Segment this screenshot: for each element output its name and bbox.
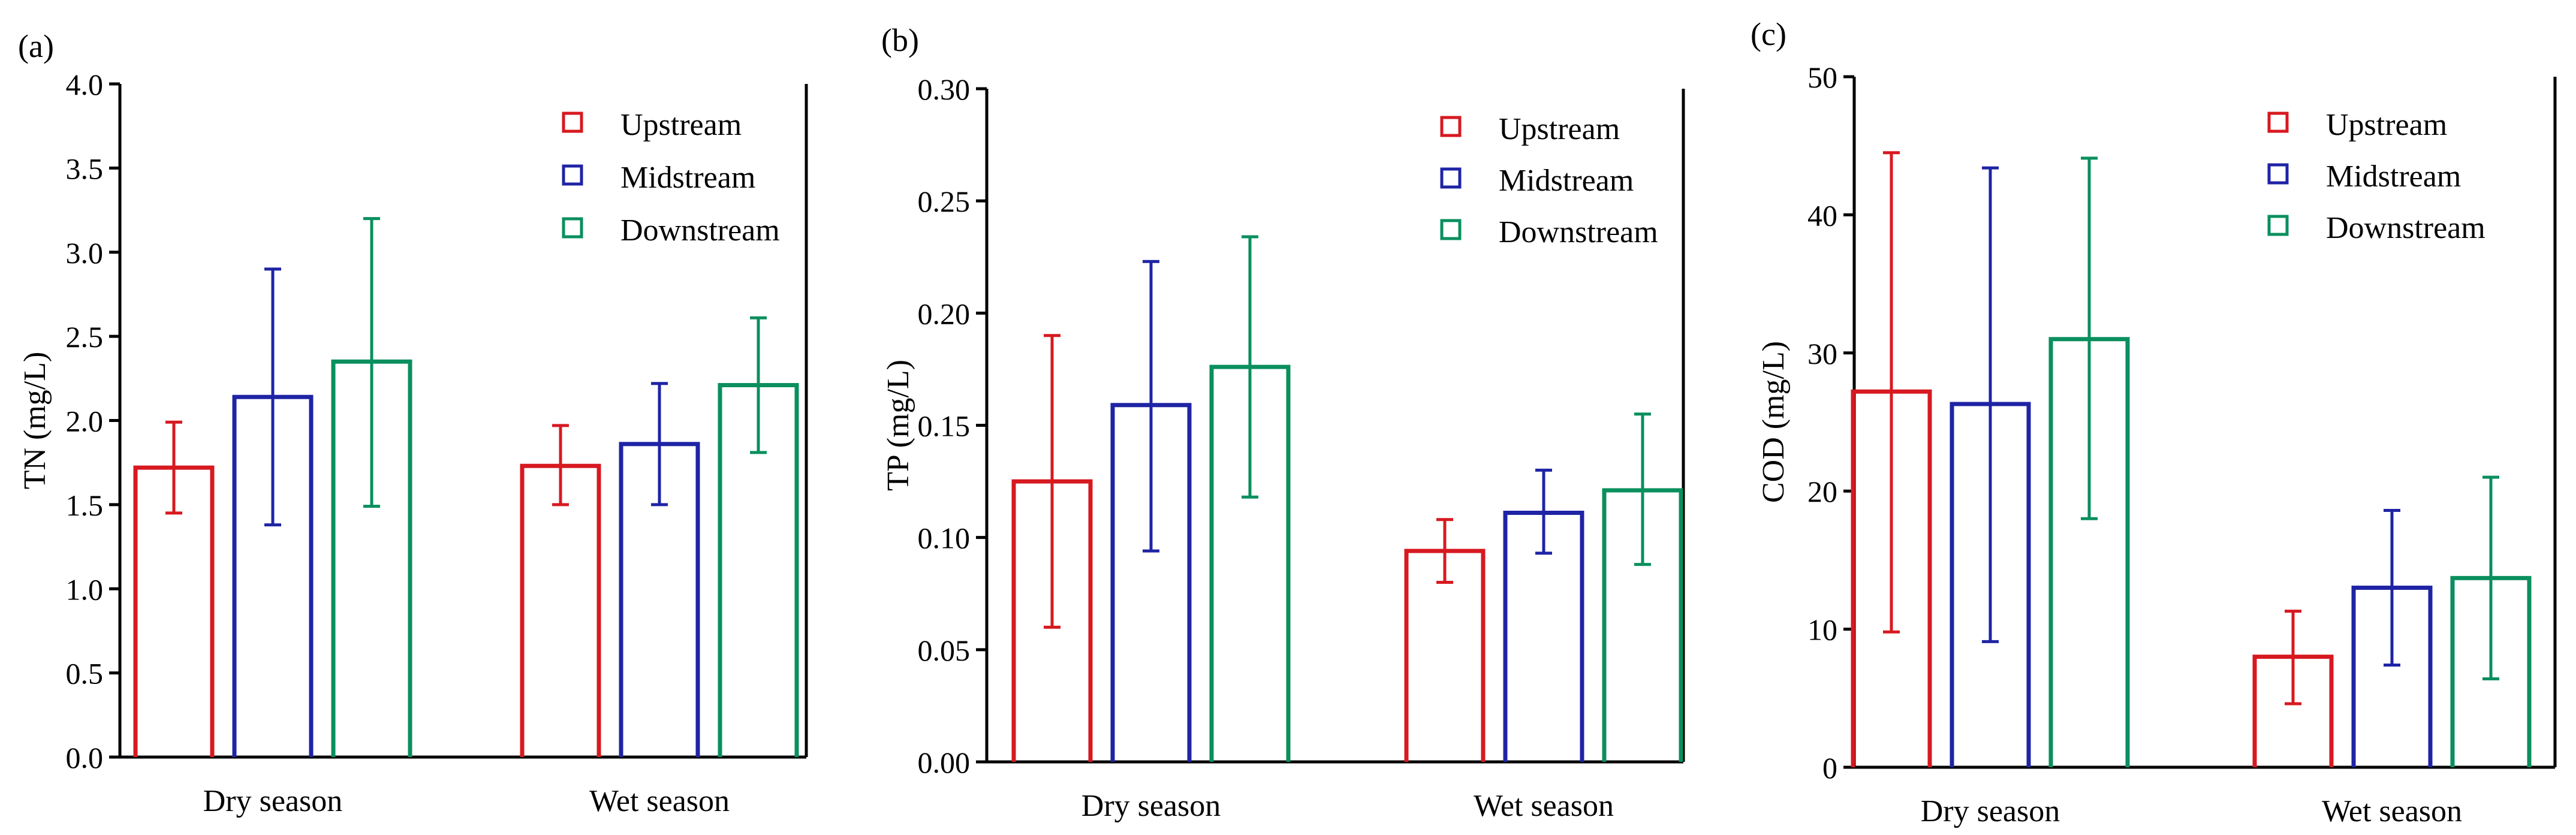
- legend-label: Upstream: [620, 108, 742, 142]
- x-category-label: Wet season: [1474, 789, 1614, 823]
- y-tick-label: 20: [1807, 475, 1837, 508]
- panel-label: (a): [18, 28, 54, 64]
- legend-label: Midstream: [1499, 164, 1634, 198]
- y-tick-label: 50: [1807, 61, 1837, 94]
- y-axis-label: TN (mg/L): [18, 352, 52, 490]
- legend-swatch-midstream: [1440, 167, 1462, 189]
- y-tick-label: 10: [1807, 613, 1837, 647]
- legend-label: Midstream: [2326, 159, 2461, 194]
- legend-label: Upstream: [1499, 112, 1620, 146]
- y-tick-label: 3.5: [66, 152, 104, 185]
- x-category-label: Wet season: [589, 784, 730, 818]
- x-category-label: Dry season: [1081, 789, 1221, 823]
- legend-label: Midstream: [620, 161, 755, 195]
- legend-label: Downstream: [1499, 215, 1658, 249]
- panel-b: (b) 0.00 0.05 0.10 0.15 0.20 0.25 0.30 TP (mg/L)…: [881, 22, 1685, 823]
- y-tick-label: 40: [1807, 198, 1837, 232]
- legend-swatch-midstream: [2267, 163, 2289, 185]
- legend-swatch-midstream: [562, 164, 583, 186]
- y-tick-label: 0.30: [918, 73, 971, 106]
- legend-swatch-downstream: [1440, 219, 1462, 240]
- y-tick-label: 1.0: [66, 572, 104, 606]
- y-axis-label: TP (mg/L): [881, 360, 915, 491]
- legend-label: Downstream: [2326, 211, 2485, 245]
- bar-upstream: [520, 463, 601, 757]
- y-tick-label: 0.00: [918, 746, 971, 779]
- legend-swatch-upstream: [2267, 111, 2289, 133]
- y-tick-label: 0.25: [918, 185, 971, 218]
- y-tick-label: 0.10: [918, 522, 971, 555]
- panel-label: (c): [1751, 16, 1786, 52]
- panel-a: (a) 0.0 0.5 1.0 1.5 2.0 2.5 3.0 3.5 4.0 TN (mg/L) D…: [18, 28, 808, 818]
- y-tick-label: 0.0: [66, 741, 104, 774]
- y-tick-label: 4.0: [66, 68, 104, 101]
- legend-swatch-downstream: [562, 217, 583, 239]
- legend-label: Upstream: [2326, 108, 2447, 142]
- y-tick-label: 0.5: [66, 657, 104, 691]
- y-tick-label: 0.15: [918, 409, 971, 443]
- legend-swatch-upstream: [1440, 116, 1462, 137]
- y-tick-label: 3.0: [66, 236, 104, 270]
- y-tick-label: 30: [1807, 337, 1837, 370]
- x-category-label: Dry season: [203, 784, 343, 818]
- legend-label: Downstream: [620, 213, 780, 248]
- x-category-label: Dry season: [1921, 794, 2060, 828]
- y-tick-label: 1.5: [66, 489, 104, 522]
- y-axis-label: COD (mg/L): [1756, 341, 1791, 503]
- x-category-label: Wet season: [2322, 794, 2462, 828]
- legend-swatch-downstream: [2267, 215, 2289, 236]
- y-tick-label: 0: [1822, 751, 1837, 785]
- y-tick-label: 2.0: [66, 405, 104, 438]
- y-tick-label: 0.20: [918, 297, 971, 330]
- panel-c: (c) 0 10 20 30 40 50 COD (mg/L) Dry season Wet se…: [1751, 16, 2557, 828]
- legend-swatch-upstream: [562, 111, 583, 133]
- panel-label: (b): [881, 22, 919, 58]
- y-tick-label: 0.05: [918, 634, 971, 667]
- y-tick-label: 2.5: [66, 320, 104, 354]
